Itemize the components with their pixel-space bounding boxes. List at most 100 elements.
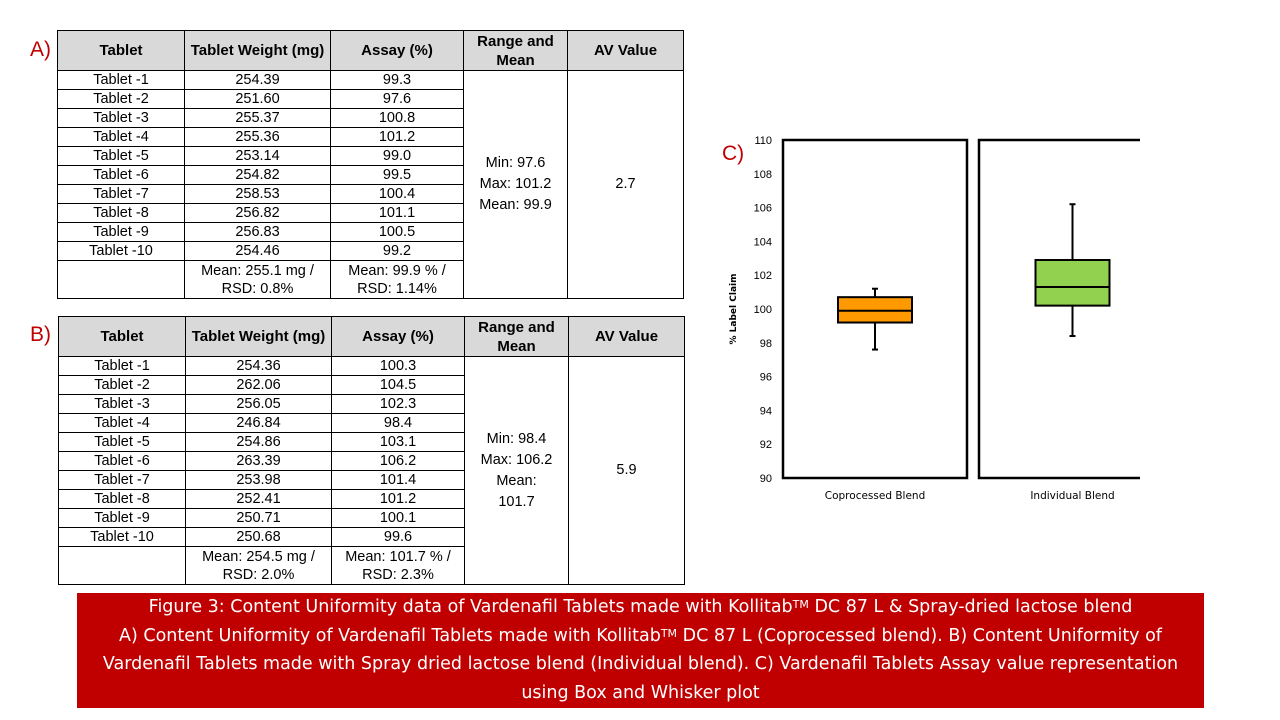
cell-assay: 102.3: [331, 394, 465, 414]
cell-tablet: Tablet -3: [57, 108, 185, 128]
cell-tablet: Tablet -3: [58, 394, 186, 414]
cell-weight: 254.82: [184, 165, 331, 185]
panel-label-b: B): [30, 323, 51, 346]
range-mean-cell: Min: 97.6 Max: 101.2 Mean: 99.9: [463, 70, 568, 299]
y-tick-label: 94: [760, 405, 772, 417]
footer-weight-rsd: RSD: 0.8%: [221, 280, 294, 297]
cell-weight: 246.84: [185, 413, 332, 433]
cell-assay: 101.2: [330, 127, 464, 147]
cell-tablet: Tablet -2: [58, 375, 186, 395]
cell-weight: 263.39: [185, 451, 332, 471]
cell-weight: 252.41: [185, 489, 332, 509]
cell-tablet: Tablet -5: [58, 432, 186, 452]
cell-assay: 99.6: [331, 527, 465, 547]
box-iqr: [1034, 258, 1111, 307]
trademark-1: TM: [792, 598, 809, 611]
table-row: Tablet -2 251.60 97.6: [57, 89, 684, 109]
header-assay: Assay (%): [330, 30, 464, 71]
y-tick-label: 90: [760, 473, 772, 485]
cell-weight: 254.39: [184, 70, 331, 90]
cell-assay: 100.8: [330, 108, 464, 128]
y-axis-label: % Label Claim: [729, 274, 739, 345]
cell-weight: 258.53: [184, 184, 331, 204]
range-mean-line: Mean: 99.9: [479, 197, 552, 213]
y-tick-label: 108: [754, 169, 772, 181]
y-tick-label: 106: [754, 203, 772, 215]
cell-weight: 256.82: [184, 203, 331, 223]
cell-weight: 256.83: [184, 222, 331, 242]
cell-weight: 254.46: [184, 241, 331, 261]
cell-assay: 99.3: [330, 70, 464, 90]
header-weight: Tablet Weight (mg): [185, 316, 332, 357]
cell-tablet: Tablet -4: [58, 413, 186, 433]
range-mean-line: Min: 98.4: [486, 430, 547, 447]
footer-weight-cell: Mean: 255.1 mg / RSD: 0.8%: [184, 260, 331, 299]
figure-caption: Figure 3: Content Uniformity data of Var…: [77, 593, 1204, 708]
cell-assay: 97.6: [330, 89, 464, 109]
cell-tablet: Tablet -2: [57, 89, 185, 109]
table-footer-row: Mean: 255.1 mg / RSD: 0.8% Mean: 99.9 % / R…: [57, 260, 684, 299]
header-range: Range and Mean: [463, 30, 568, 71]
table-row: Tablet -3 255.37 100.8: [57, 108, 684, 128]
content-uniformity-table-a: Tablet Tablet Weight (mg) Assay (%) Rang…: [57, 30, 684, 299]
footer-weight-mean: Mean: 254.5 mg /: [202, 548, 315, 565]
x-category-label: Individual Blend: [1030, 490, 1114, 502]
cell-tablet: Tablet -9: [58, 508, 186, 528]
y-tick-label: 92: [760, 439, 772, 451]
footer-assay-rsd: RSD: 1.14%: [357, 280, 437, 297]
cell-weight: 253.14: [184, 146, 331, 166]
cell-assay: 98.4: [331, 413, 465, 433]
table-row: Tablet -1 254.36 100.3 Min: 98.4 Max: 106.2 M…: [58, 356, 685, 585]
table-row: Tablet -9 250.71 100.1: [58, 508, 685, 528]
y-tick-label: 98: [760, 338, 772, 350]
cell-weight: 262.06: [185, 375, 332, 395]
av-value-cell: 5.9: [568, 356, 685, 585]
header-weight: Tablet Weight (mg): [184, 30, 331, 71]
content-uniformity-table-b: Tablet Tablet Weight (mg) Assay (%) Rang…: [58, 316, 685, 585]
footer-assay-rsd: RSD: 2.3%: [362, 566, 434, 583]
panel-label-c: C): [722, 142, 745, 165]
range-mean-line: Max: 106.2: [480, 451, 553, 468]
table-row: Tablet -7 253.98 101.4: [58, 470, 685, 490]
range-mean-line: 101.7: [498, 493, 535, 510]
cell-weight: 253.98: [185, 470, 332, 490]
table-row: Tablet -8 256.82 101.1: [57, 203, 684, 223]
footer-weight-rsd: RSD: 2.0%: [222, 566, 295, 583]
caption-body-post: DC 87 L (Coprocessed blend). B) Content …: [102, 625, 1179, 703]
trademark-2: TM: [660, 626, 678, 640]
table-row: Tablet -5 253.14 99.0: [57, 146, 684, 166]
plot-panel: [977, 138, 1140, 480]
cell-assay: 101.4: [331, 470, 465, 490]
cell-tablet: Tablet -6: [58, 451, 186, 471]
cell-tablet: Tablet -10: [58, 527, 186, 547]
cell-assay: 100.5: [330, 222, 464, 242]
footer-assay-mean: Mean: 99.9 % /: [348, 262, 446, 279]
cell-assay: 99.5: [330, 165, 464, 185]
cell-weight: 255.37: [184, 108, 331, 128]
header-av: AV Value: [567, 30, 684, 71]
header-tablet: Tablet: [58, 316, 186, 357]
box-whisker-chart: 90 92 94 96 98 100 102 104 106 108 110 % Label Clai…: [729, 135, 1140, 502]
range-mean-line: Max: 101.2: [479, 176, 552, 192]
header-assay: Assay (%): [331, 316, 465, 357]
caption-line1-pre: Figure 3: Content Uniformity data of Var…: [148, 597, 793, 617]
table-row: Tablet -10 250.68 99.6: [58, 527, 685, 547]
y-tick-label: 110: [754, 135, 772, 147]
footer-weight-cell: Mean: 254.5 mg / RSD: 2.0%: [185, 546, 332, 585]
header-av: AV Value: [568, 316, 685, 357]
cell-weight: 254.86: [185, 432, 332, 452]
range-mean-cell: Min: 98.4 Max: 106.2 Mean: 101.7: [464, 356, 569, 585]
plot-panel: [781, 138, 969, 480]
footer-weight-mean: Mean: 255.1 mg /: [201, 262, 314, 279]
cell-assay: 100.1: [331, 508, 465, 528]
cell-assay: 101.1: [330, 203, 464, 223]
table-row: Tablet -9 256.83 100.5: [57, 222, 684, 242]
cell-weight: 254.36: [185, 356, 332, 376]
cell-assay: 106.2: [331, 451, 465, 471]
x-category-label: Coprocessed Blend: [825, 490, 925, 502]
cell-tablet: Tablet -7: [57, 184, 185, 204]
footer-assay-mean: Mean: 101.7 % /: [345, 548, 451, 565]
cell-tablet: Tablet -7: [58, 470, 186, 490]
table-row: Tablet -3 256.05 102.3: [58, 394, 685, 414]
header-tablet: Tablet: [57, 30, 185, 71]
